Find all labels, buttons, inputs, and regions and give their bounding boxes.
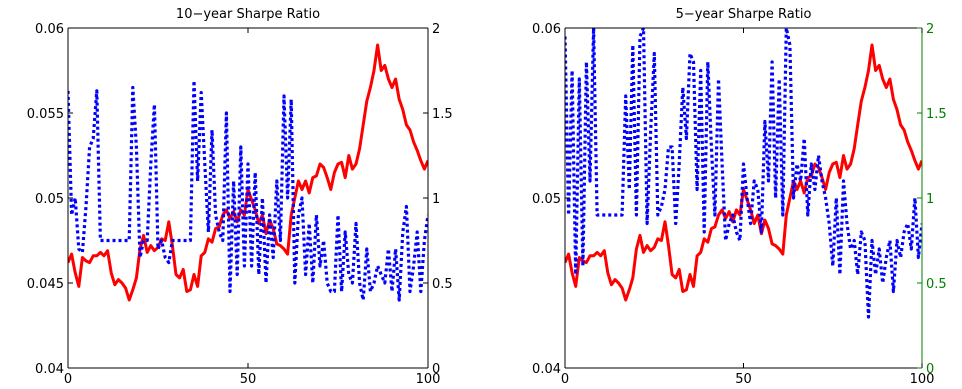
x-tick-label: 50 xyxy=(240,372,257,385)
chart-title: 10−year Sharpe Ratio xyxy=(176,7,320,22)
y-right-tick-label: 0.5 xyxy=(926,277,947,292)
chart-panel-2: 0 50 100 0.04 0.05 0.06 0 0.5 1 1.5 2 5−year Sharpe… xyxy=(532,7,947,387)
left-axis-series xyxy=(565,43,922,302)
x-tick-label: 50 xyxy=(735,372,752,385)
x-tick-label: 0 xyxy=(561,372,569,385)
sharpe-ratio-series xyxy=(565,28,922,319)
y-right-tick-label: 1 xyxy=(432,192,440,207)
y-right-tick-label: 1.5 xyxy=(926,107,947,122)
y-right-tick-label: 1.5 xyxy=(432,107,453,122)
sharpe-ratio-series xyxy=(68,79,428,302)
chart-panel-1: 0 50 100 0.04 0.045 0.05 0.055 0.06 0 0.5 1 1.5 2 10−… xyxy=(27,7,453,387)
y-left-tick-label: 0.05 xyxy=(532,192,561,207)
y-right-tick-label: 2 xyxy=(926,22,934,37)
y-left-tick-label: 0.045 xyxy=(27,277,64,292)
y-left-tick-label: 0.055 xyxy=(27,107,64,122)
y-right-tick-label: 2 xyxy=(432,22,440,37)
x-tick-label: 0 xyxy=(64,372,72,385)
y-right-tick-label: 0 xyxy=(926,362,934,377)
y-right-tick-label: 0.5 xyxy=(432,277,453,292)
x-tick-label: 100 xyxy=(910,372,935,385)
y-left-tick-label: 0.06 xyxy=(35,22,64,37)
y-left-tick-label: 0.04 xyxy=(35,362,64,377)
left-axis-series xyxy=(68,43,428,302)
y-left-tick-label: 0.06 xyxy=(532,22,561,37)
y-left-tick-label: 0.05 xyxy=(35,192,64,207)
y-right-tick-label: 0 xyxy=(432,362,440,377)
y-right-tick-label: 1 xyxy=(926,192,934,207)
y-left-tick-label: 0.04 xyxy=(532,362,561,377)
x-tick-label: 100 xyxy=(416,372,441,385)
chart-title: 5−year Sharpe Ratio xyxy=(676,7,812,22)
